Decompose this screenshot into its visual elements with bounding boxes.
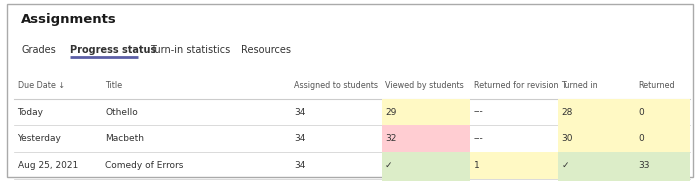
Bar bbox=[635, 99, 690, 125]
Text: 34: 34 bbox=[294, 161, 305, 170]
Bar bbox=[558, 179, 635, 181]
Text: 1: 1 bbox=[474, 161, 480, 170]
Bar bbox=[558, 99, 635, 125]
Bar bbox=[382, 125, 470, 152]
Text: Macbeth: Macbeth bbox=[105, 134, 144, 143]
Text: Yesterday: Yesterday bbox=[18, 134, 62, 143]
Text: Turned in: Turned in bbox=[561, 81, 598, 90]
Bar bbox=[558, 152, 635, 179]
Text: Turn-in statistics: Turn-in statistics bbox=[150, 45, 231, 55]
Text: 29: 29 bbox=[385, 108, 396, 117]
Text: 0: 0 bbox=[638, 134, 644, 143]
Text: Progress status: Progress status bbox=[70, 45, 156, 55]
Bar bbox=[470, 152, 558, 179]
Text: Due Date ↓: Due Date ↓ bbox=[18, 81, 64, 90]
Bar bbox=[382, 99, 470, 125]
Text: Viewed by students: Viewed by students bbox=[385, 81, 464, 90]
Text: 30: 30 bbox=[561, 134, 573, 143]
Text: Returned for revision: Returned for revision bbox=[474, 81, 559, 90]
Text: Comedy of Errors: Comedy of Errors bbox=[105, 161, 183, 170]
Text: 34: 34 bbox=[294, 134, 305, 143]
Text: ---: --- bbox=[474, 108, 484, 117]
Bar bbox=[382, 152, 470, 179]
Text: 32: 32 bbox=[385, 134, 396, 143]
Bar bbox=[382, 179, 470, 181]
Text: Othello: Othello bbox=[105, 108, 138, 117]
Text: ✓: ✓ bbox=[561, 161, 569, 170]
Text: Assigned to students: Assigned to students bbox=[294, 81, 378, 90]
Text: ✓: ✓ bbox=[385, 161, 393, 170]
Text: Grades: Grades bbox=[21, 45, 56, 55]
Bar bbox=[558, 125, 635, 152]
Text: 33: 33 bbox=[638, 161, 650, 170]
Bar bbox=[635, 125, 690, 152]
Text: Today: Today bbox=[18, 108, 43, 117]
Text: Title: Title bbox=[105, 81, 122, 90]
Text: ---: --- bbox=[474, 134, 484, 143]
Text: Aug 25, 2021: Aug 25, 2021 bbox=[18, 161, 78, 170]
Text: 0: 0 bbox=[638, 108, 644, 117]
Text: 34: 34 bbox=[294, 108, 305, 117]
Bar bbox=[635, 152, 690, 179]
Text: Resources: Resources bbox=[241, 45, 291, 55]
Bar bbox=[635, 179, 690, 181]
Text: 28: 28 bbox=[561, 108, 573, 117]
Text: Returned: Returned bbox=[638, 81, 675, 90]
Text: Assignments: Assignments bbox=[21, 13, 117, 26]
